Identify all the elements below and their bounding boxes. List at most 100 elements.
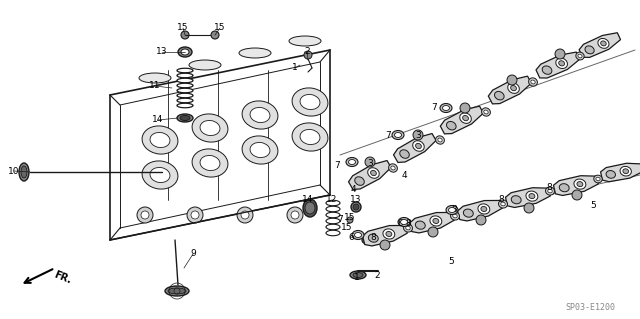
Ellipse shape bbox=[511, 196, 521, 204]
Ellipse shape bbox=[578, 54, 582, 58]
Ellipse shape bbox=[200, 121, 220, 136]
Ellipse shape bbox=[305, 202, 315, 214]
Ellipse shape bbox=[594, 175, 602, 183]
Ellipse shape bbox=[242, 136, 278, 164]
Ellipse shape bbox=[150, 167, 170, 182]
Ellipse shape bbox=[177, 88, 193, 93]
Text: 7: 7 bbox=[334, 161, 340, 170]
Text: 9: 9 bbox=[190, 249, 196, 258]
Ellipse shape bbox=[371, 170, 376, 176]
Ellipse shape bbox=[326, 206, 340, 212]
Ellipse shape bbox=[433, 219, 439, 224]
Ellipse shape bbox=[142, 161, 178, 189]
Circle shape bbox=[507, 75, 517, 85]
Ellipse shape bbox=[508, 83, 519, 93]
Ellipse shape bbox=[165, 286, 189, 296]
Polygon shape bbox=[440, 106, 483, 134]
Polygon shape bbox=[362, 226, 407, 246]
Ellipse shape bbox=[177, 73, 193, 78]
Ellipse shape bbox=[447, 122, 456, 130]
Circle shape bbox=[291, 211, 299, 219]
Ellipse shape bbox=[460, 113, 471, 123]
Ellipse shape bbox=[300, 94, 320, 109]
Circle shape bbox=[460, 103, 470, 113]
Ellipse shape bbox=[177, 68, 193, 73]
Ellipse shape bbox=[250, 143, 270, 158]
Text: 15: 15 bbox=[177, 24, 189, 33]
Ellipse shape bbox=[181, 49, 189, 55]
Ellipse shape bbox=[401, 219, 408, 225]
Polygon shape bbox=[506, 188, 550, 207]
Text: 7: 7 bbox=[385, 131, 391, 140]
Text: 4: 4 bbox=[350, 186, 356, 195]
Ellipse shape bbox=[139, 73, 171, 83]
Ellipse shape bbox=[19, 163, 29, 181]
Ellipse shape bbox=[177, 103, 193, 108]
Text: 15: 15 bbox=[214, 24, 226, 33]
Text: 8: 8 bbox=[498, 195, 504, 204]
Ellipse shape bbox=[463, 209, 473, 217]
Ellipse shape bbox=[355, 177, 364, 185]
Ellipse shape bbox=[559, 184, 569, 192]
Text: SP03-E1200: SP03-E1200 bbox=[565, 302, 615, 311]
Ellipse shape bbox=[406, 226, 410, 230]
Ellipse shape bbox=[177, 114, 193, 122]
Ellipse shape bbox=[353, 204, 359, 210]
Ellipse shape bbox=[478, 204, 490, 214]
Ellipse shape bbox=[292, 123, 328, 151]
Ellipse shape bbox=[250, 108, 270, 122]
Ellipse shape bbox=[548, 189, 552, 193]
Ellipse shape bbox=[451, 212, 460, 220]
Text: 2: 2 bbox=[374, 271, 380, 280]
Ellipse shape bbox=[438, 138, 442, 142]
Text: 12: 12 bbox=[326, 196, 338, 204]
Ellipse shape bbox=[177, 83, 193, 88]
Text: 3: 3 bbox=[415, 131, 421, 140]
Circle shape bbox=[524, 203, 534, 213]
Ellipse shape bbox=[178, 47, 192, 57]
Polygon shape bbox=[579, 33, 621, 57]
Ellipse shape bbox=[239, 48, 271, 58]
Circle shape bbox=[137, 207, 153, 223]
Circle shape bbox=[428, 227, 438, 237]
Ellipse shape bbox=[529, 78, 538, 86]
Ellipse shape bbox=[577, 182, 583, 187]
Text: 3: 3 bbox=[367, 159, 373, 167]
Text: 5: 5 bbox=[590, 202, 596, 211]
Ellipse shape bbox=[531, 80, 535, 84]
Ellipse shape bbox=[436, 136, 444, 144]
Ellipse shape bbox=[442, 106, 449, 110]
Ellipse shape bbox=[368, 168, 380, 178]
Ellipse shape bbox=[394, 132, 401, 137]
Ellipse shape bbox=[596, 177, 600, 181]
Text: 11: 11 bbox=[149, 81, 161, 91]
Ellipse shape bbox=[449, 207, 456, 212]
Text: 8: 8 bbox=[451, 205, 457, 214]
Ellipse shape bbox=[542, 66, 552, 74]
Polygon shape bbox=[554, 176, 598, 196]
Circle shape bbox=[241, 211, 249, 219]
Text: 7: 7 bbox=[431, 103, 437, 113]
Circle shape bbox=[304, 51, 312, 59]
Ellipse shape bbox=[415, 143, 421, 149]
Circle shape bbox=[187, 207, 203, 223]
Ellipse shape bbox=[400, 150, 410, 158]
Ellipse shape bbox=[349, 160, 355, 165]
Ellipse shape bbox=[189, 60, 221, 70]
Ellipse shape bbox=[398, 218, 410, 226]
Ellipse shape bbox=[574, 179, 586, 189]
Circle shape bbox=[347, 217, 353, 223]
Ellipse shape bbox=[576, 52, 584, 60]
Circle shape bbox=[380, 240, 390, 250]
Text: 8: 8 bbox=[370, 234, 376, 242]
Circle shape bbox=[476, 215, 486, 225]
Ellipse shape bbox=[495, 92, 504, 100]
Circle shape bbox=[555, 49, 565, 59]
Circle shape bbox=[365, 157, 375, 167]
Ellipse shape bbox=[386, 231, 392, 236]
Ellipse shape bbox=[192, 149, 228, 177]
Ellipse shape bbox=[606, 171, 616, 178]
Ellipse shape bbox=[511, 85, 516, 91]
Text: 6: 6 bbox=[397, 219, 403, 228]
Text: 14: 14 bbox=[152, 115, 164, 124]
